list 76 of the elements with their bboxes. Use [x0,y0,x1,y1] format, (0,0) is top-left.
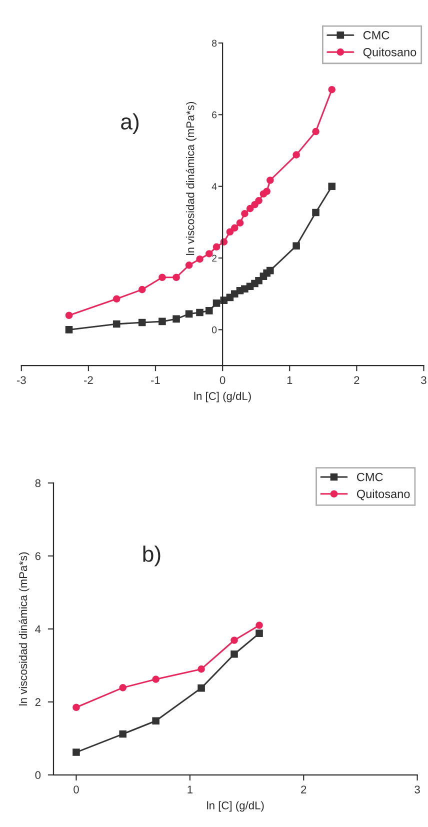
point [72,704,80,712]
annotation: a) [121,113,139,134]
point [256,630,263,637]
x-tick-label: 0 [220,376,226,384]
y-tick-label: 2 [35,698,40,706]
y-tick-label: 0 [212,326,217,334]
point [172,274,180,282]
point [230,650,238,658]
point [266,176,274,184]
x-tick-label: 0 [74,786,79,794]
point [256,622,263,629]
x-axis-title: ln [C] (g/dL) [207,801,264,812]
x-tick-label: -2 [84,376,93,384]
point [206,307,213,314]
point [212,243,220,251]
point [112,295,120,303]
point [138,318,146,326]
point [185,262,193,269]
x-tick-label: 3 [421,376,426,384]
legend-label: Quitosano [356,489,410,500]
point [206,250,213,258]
point [112,320,120,328]
point [212,300,220,307]
legend-label: CMC [363,31,390,40]
x-tick-label: -1 [151,376,160,384]
x-tick-label: 1 [188,786,192,794]
point [152,717,160,725]
x-tick-label: 3 [414,786,420,794]
point [72,748,80,756]
point [328,182,336,190]
point [312,128,320,136]
y-tick-label: 6 [212,111,217,118]
legend-label: Quitosano [363,48,416,58]
point [172,315,180,323]
x-tick-label: 2 [301,786,306,794]
x-axis-title: ln [C] (g/dL) [194,392,251,402]
point [312,208,320,216]
point [266,266,274,274]
x-tick-label: -3 [16,376,26,384]
legend-label: CMC [357,472,383,482]
point [292,242,300,250]
point [119,684,126,692]
point [138,286,146,294]
y-tick-label: 0 [35,771,41,780]
point [241,210,248,218]
point [263,188,270,196]
y-tick-label: 8 [35,479,41,488]
y-axis-title: ln viscosidad dinámica (mPa*s) [18,552,30,706]
point [198,665,205,673]
point [65,326,73,334]
y-tick-label: 2 [212,254,217,262]
annotation: b) [143,546,160,566]
y-tick-label: 8 [212,40,217,47]
y-axis-title: ln viscosidad dinámica (mPa*s) [186,102,196,255]
point [328,86,336,94]
y-tick-label: 4 [35,625,41,633]
point [158,318,166,326]
x-tick-label: 2 [354,376,360,384]
point [246,204,254,212]
point [196,255,204,263]
point [255,197,262,204]
point [226,228,234,236]
y-tick-label: 6 [35,552,41,560]
point [198,684,205,692]
point [292,151,300,158]
point [185,310,193,318]
y-tick-label: 4 [212,183,217,190]
point [152,676,160,683]
point [196,308,204,316]
point [230,636,238,644]
point [236,219,244,227]
point [119,730,126,738]
point [230,224,238,232]
point [65,312,73,320]
point [158,274,166,282]
x-tick-label: 1 [287,376,292,384]
